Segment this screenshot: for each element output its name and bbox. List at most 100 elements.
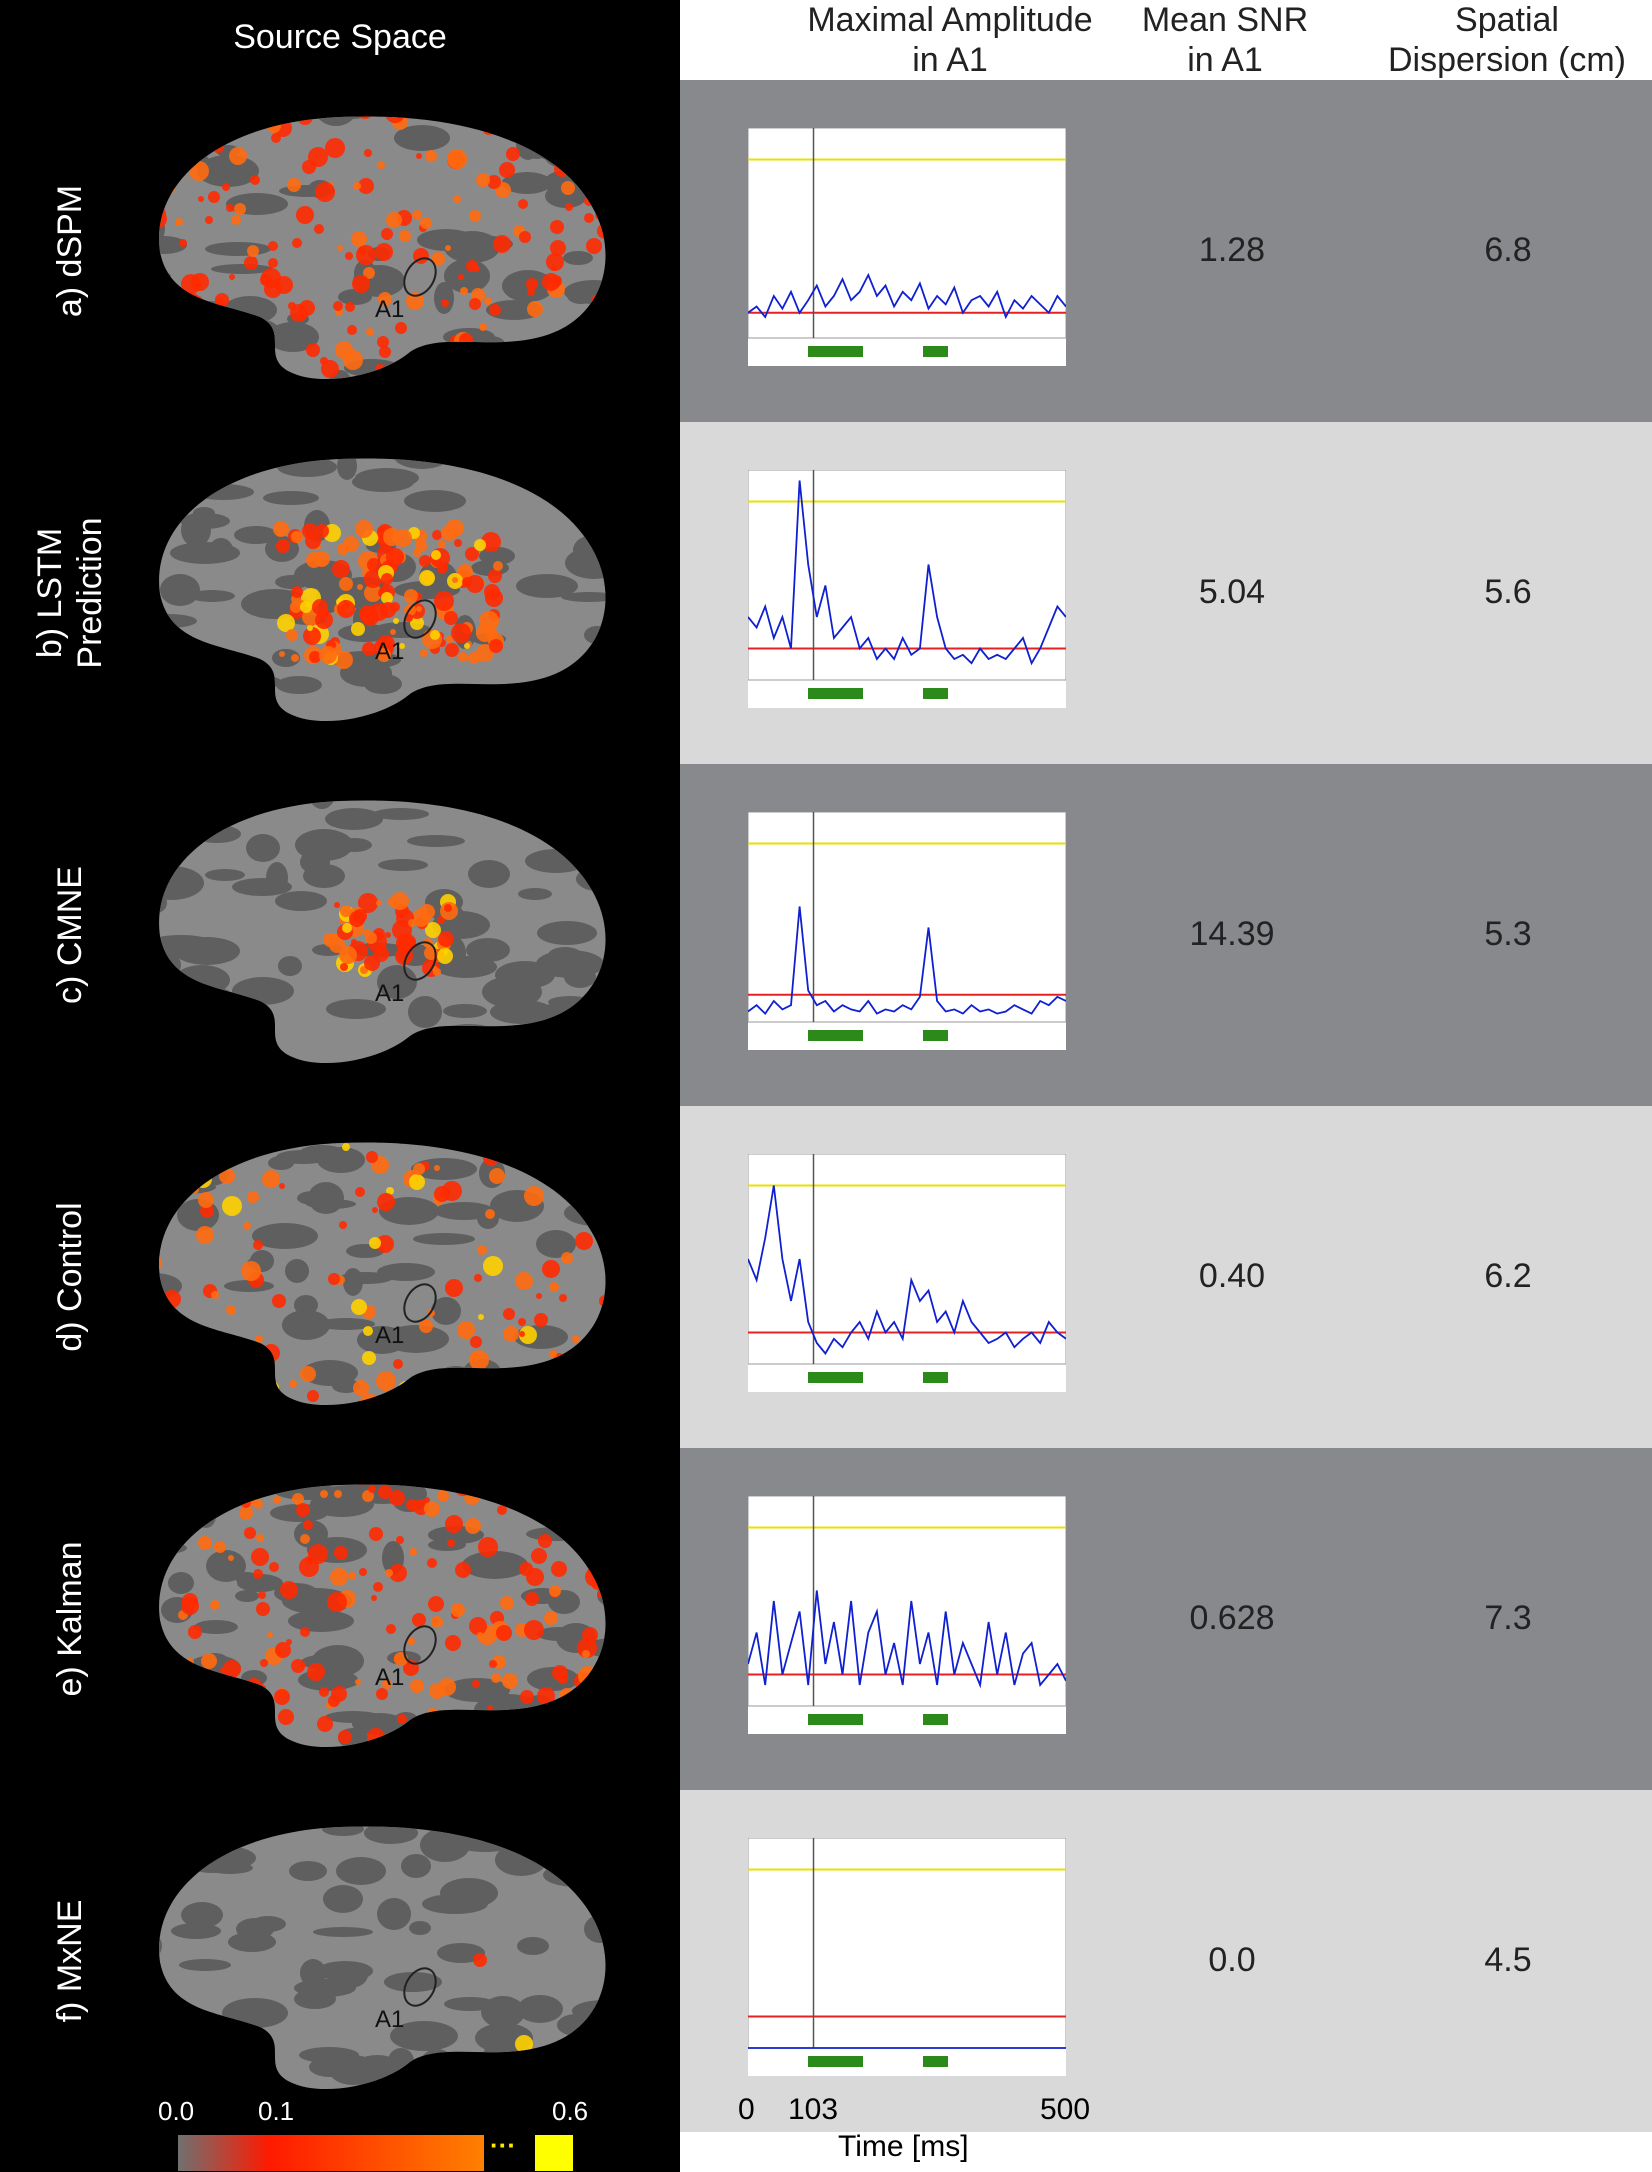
activation-spot bbox=[606, 1238, 626, 1258]
activation-spot bbox=[337, 245, 343, 251]
sulcus bbox=[205, 869, 245, 881]
activation-spot bbox=[328, 1695, 340, 1707]
sulcus bbox=[407, 835, 465, 847]
sulcus bbox=[377, 1263, 435, 1281]
activation-spot bbox=[140, 1624, 155, 1642]
activation-spot bbox=[447, 149, 467, 169]
activation-spot bbox=[412, 1613, 426, 1627]
activation-spot bbox=[222, 1196, 242, 1216]
sulcus bbox=[446, 1128, 476, 1141]
activation-spot bbox=[345, 252, 353, 260]
sulcus bbox=[159, 1553, 171, 1569]
stimulus-window-bar bbox=[808, 688, 863, 699]
sulcus bbox=[222, 1998, 288, 2028]
activation-spot bbox=[459, 333, 473, 347]
row-label: d) Control bbox=[50, 1202, 90, 1351]
activation-spot bbox=[287, 178, 301, 192]
activation-spot bbox=[140, 308, 151, 322]
activation-spot bbox=[279, 651, 285, 657]
sulcus bbox=[160, 574, 200, 606]
activation-spot bbox=[364, 570, 382, 588]
activation-spot bbox=[300, 1534, 310, 1544]
activation-spot bbox=[605, 1267, 606, 1279]
activation-spot bbox=[232, 336, 250, 354]
activation-spot bbox=[372, 1207, 378, 1213]
activation-spot bbox=[349, 911, 365, 927]
row-label-line: f) MxNE bbox=[51, 1899, 89, 2023]
activation-spot bbox=[503, 1326, 519, 1342]
activation-spot bbox=[575, 1519, 585, 1529]
activation-spot bbox=[466, 105, 476, 115]
activation-spot bbox=[431, 252, 445, 266]
sulcus bbox=[408, 996, 442, 1028]
sulcus bbox=[194, 1620, 238, 1634]
activation-spot bbox=[319, 610, 327, 618]
activation-spot bbox=[557, 1142, 573, 1149]
activation-spot bbox=[358, 178, 374, 194]
activation-spot bbox=[489, 1386, 495, 1392]
activation-spot bbox=[246, 1678, 262, 1694]
activation-spot bbox=[273, 521, 289, 537]
activation-spot bbox=[247, 1191, 259, 1203]
activation-spot bbox=[493, 1716, 509, 1732]
activation-spot bbox=[393, 1359, 403, 1369]
activation-spot bbox=[445, 643, 459, 657]
stimulus-window-bar bbox=[923, 2056, 948, 2067]
stimulus-window-bar bbox=[808, 1030, 863, 1041]
activation-spot bbox=[408, 1722, 422, 1736]
sulcus bbox=[310, 1470, 368, 1482]
activation-spot bbox=[464, 643, 470, 649]
sulcus bbox=[159, 623, 182, 649]
sulcus bbox=[330, 116, 376, 119]
sulcus bbox=[417, 229, 475, 251]
activation-spot bbox=[608, 1254, 614, 1260]
sulcus bbox=[159, 476, 194, 508]
colorbar bbox=[178, 2135, 573, 2171]
amplitude-plot bbox=[748, 812, 1066, 1050]
activation-spot bbox=[265, 1381, 279, 1395]
activation-spot bbox=[572, 1335, 580, 1343]
row-label-line: d) Control bbox=[51, 1202, 89, 1352]
plot-frame bbox=[748, 1838, 1066, 2049]
sulcus bbox=[584, 1707, 606, 1729]
activation-spot bbox=[431, 550, 441, 560]
activation-spot bbox=[307, 1663, 325, 1681]
sulcus bbox=[597, 1583, 606, 1607]
activation-spot bbox=[454, 539, 462, 547]
activation-spot bbox=[186, 295, 204, 313]
activation-spot bbox=[510, 356, 526, 372]
activation-spot bbox=[267, 119, 281, 133]
activation-spot bbox=[457, 1321, 475, 1339]
activation-spot bbox=[502, 1673, 518, 1689]
activation-spot bbox=[524, 1186, 544, 1206]
sulcus bbox=[271, 1403, 291, 1406]
activation-spot bbox=[549, 1282, 559, 1292]
activation-spot bbox=[495, 116, 505, 119]
sulcus bbox=[434, 282, 454, 314]
activation-spot bbox=[444, 904, 452, 912]
activation-spot bbox=[596, 1151, 606, 1163]
activation-spot bbox=[226, 204, 234, 212]
activation-spot bbox=[389, 1490, 405, 1506]
activation-spot bbox=[478, 1314, 484, 1320]
stimulus-window-bar bbox=[808, 346, 863, 357]
activation-spot bbox=[159, 1181, 164, 1199]
header-max-amplitude-line2: in A1 bbox=[912, 41, 988, 79]
row-label-line: Prediction bbox=[71, 517, 109, 669]
activation-spot bbox=[327, 1592, 347, 1612]
sulcus bbox=[229, 318, 279, 344]
activation-spot bbox=[333, 301, 343, 311]
activation-spot bbox=[358, 893, 378, 913]
activation-spot bbox=[280, 1581, 298, 1599]
activation-spot bbox=[320, 1490, 328, 1498]
activation-spot bbox=[351, 231, 367, 247]
activation-spot bbox=[359, 1568, 367, 1576]
activation-spot bbox=[420, 217, 432, 229]
sulcus bbox=[246, 834, 280, 862]
sulcus bbox=[159, 1826, 206, 1838]
activation-spot bbox=[545, 1134, 551, 1140]
sulcus bbox=[295, 829, 353, 861]
header-max-amplitude: Maximal Amplitude in A1 bbox=[700, 0, 1200, 80]
activation-spot bbox=[329, 933, 339, 943]
colorbar-max-swatch bbox=[535, 2135, 573, 2171]
